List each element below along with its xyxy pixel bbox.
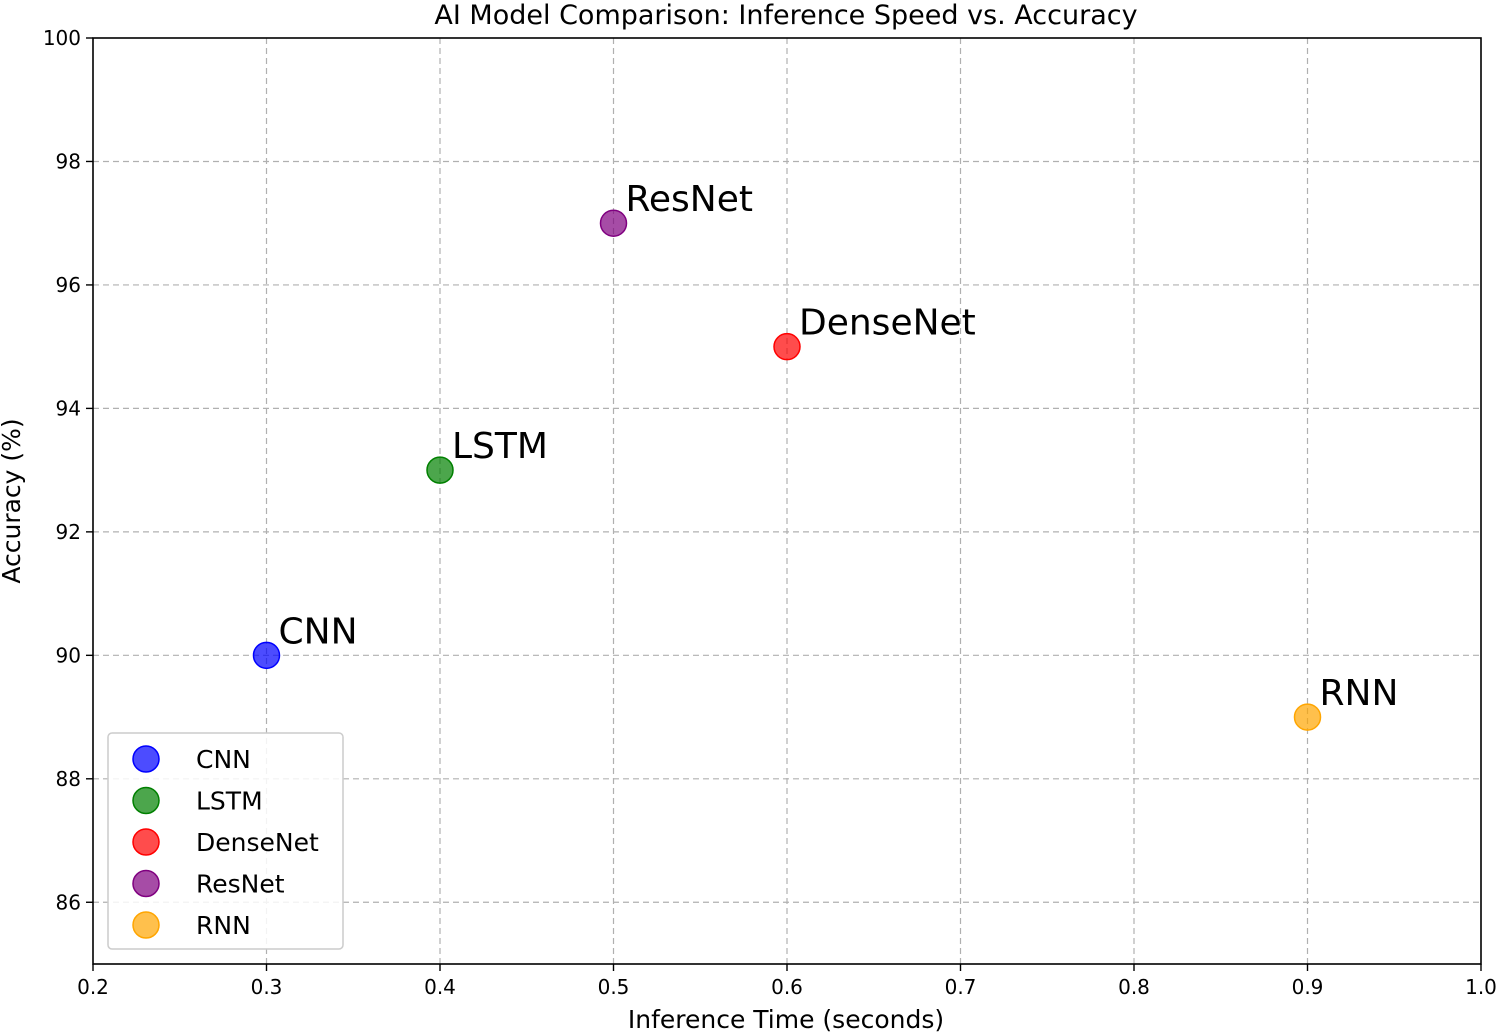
legend-marker-lstm xyxy=(132,786,160,815)
y-axis-ticks: 86 88 90 92 94 96 98 100 xyxy=(43,26,93,914)
y-tick-label: 86 xyxy=(56,890,81,914)
x-tick-label: 0.4 xyxy=(424,975,456,999)
y-tick-label: 100 xyxy=(43,26,81,50)
legend-label-rnn: RNN xyxy=(196,911,251,940)
x-axis-label: Inference Time (seconds) xyxy=(628,1005,944,1034)
point-labels: CNN LSTM DenseNet ResNet RNN xyxy=(279,179,1399,714)
x-tick-label: 0.2 xyxy=(77,975,109,999)
point-label-cnn: CNN xyxy=(279,611,358,652)
grid-lines xyxy=(93,38,1481,964)
x-tick-label: 0.7 xyxy=(945,975,977,999)
point-label-resnet: ResNet xyxy=(626,179,754,220)
data-points xyxy=(252,209,1322,731)
legend-box xyxy=(107,732,344,950)
x-tick-label: 1.0 xyxy=(1465,975,1497,999)
data-point-densenet xyxy=(773,332,801,361)
y-tick-label: 88 xyxy=(56,767,81,791)
point-label-lstm: LSTM xyxy=(452,426,548,467)
chart-title: AI Model Comparison: Inference Speed vs.… xyxy=(434,0,1137,31)
data-point-cnn xyxy=(252,641,281,670)
y-tick-label: 96 xyxy=(56,273,81,297)
x-tick-label: 0.9 xyxy=(1292,975,1324,999)
legend-label-resnet: ResNet xyxy=(196,870,285,899)
y-tick-label: 98 xyxy=(56,149,81,173)
x-tick-label: 0.8 xyxy=(1118,975,1150,999)
data-point-rnn xyxy=(1293,703,1322,731)
y-tick-label: 92 xyxy=(56,520,81,544)
legend-label-densenet: DenseNet xyxy=(196,828,319,857)
legend: CNN LSTM DenseNet ResNet RNN xyxy=(107,732,344,950)
legend-label-cnn: CNN xyxy=(196,745,251,774)
x-tick-label: 0.3 xyxy=(251,975,283,999)
data-point-resnet xyxy=(599,209,628,237)
y-tick-label: 90 xyxy=(56,643,81,667)
point-label-rnn: RNN xyxy=(1320,673,1399,714)
legend-marker-densenet xyxy=(132,828,160,856)
x-tick-label: 0.6 xyxy=(771,975,803,999)
y-axis-label: Accuracy (%) xyxy=(0,418,26,583)
y-tick-label: 94 xyxy=(56,396,81,420)
x-axis-ticks: 0.2 0.3 0.4 0.5 0.6 0.7 0.8 0.9 1.0 xyxy=(77,964,1497,999)
x-tick-label: 0.5 xyxy=(598,975,630,999)
legend-marker-cnn xyxy=(132,745,160,773)
legend-marker-resnet xyxy=(132,869,160,898)
legend-marker-rnn xyxy=(132,911,160,939)
point-label-densenet: DenseNet xyxy=(799,303,976,344)
legend-label-lstm: LSTM xyxy=(196,787,263,816)
data-point-lstm xyxy=(426,456,454,484)
